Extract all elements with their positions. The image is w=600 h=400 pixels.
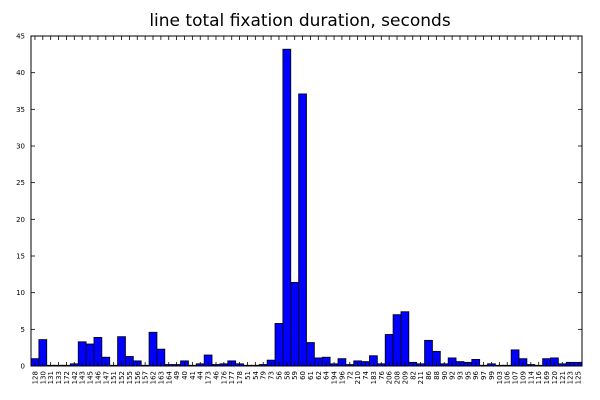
x-tick-label-178: 178 bbox=[236, 371, 244, 384]
x-tick-label-183: 183 bbox=[370, 371, 378, 384]
y-tick-label-45: 45 bbox=[16, 33, 25, 41]
x-tick-label-82: 82 bbox=[409, 371, 417, 380]
bar-146 bbox=[93, 336, 103, 367]
x-tick-label-46: 46 bbox=[212, 370, 220, 379]
x-tick-label-210: 210 bbox=[354, 371, 362, 384]
x-tick-label-72: 72 bbox=[346, 371, 354, 380]
y-tick-label-30: 30 bbox=[16, 143, 25, 151]
plot-frame bbox=[30, 35, 583, 367]
x-tick-label-123: 123 bbox=[567, 371, 575, 384]
x-tick-label-177: 177 bbox=[228, 371, 236, 384]
x-tick-label-41: 41 bbox=[189, 371, 197, 380]
x-tick-label-92: 92 bbox=[449, 371, 457, 380]
x-tick-label-103: 103 bbox=[496, 371, 504, 384]
x-tick-label-76: 76 bbox=[378, 370, 386, 379]
x-tick-label-164: 164 bbox=[165, 370, 173, 384]
x-tick-label-59: 59 bbox=[291, 371, 299, 380]
x-tick-label-151: 151 bbox=[110, 371, 118, 384]
x-tick-label-93: 93 bbox=[456, 371, 464, 380]
x-tick-label-40: 40 bbox=[181, 371, 189, 380]
x-tick-label-169: 169 bbox=[543, 371, 551, 384]
bar-209 bbox=[400, 311, 410, 367]
x-tick-label-206: 206 bbox=[386, 370, 394, 384]
bar-60 bbox=[298, 93, 307, 367]
x-tick-label-95: 95 bbox=[464, 371, 472, 380]
x-tick-label-60: 60 bbox=[299, 371, 307, 380]
x-tick-label-196: 196 bbox=[338, 370, 346, 384]
x-tick-label-145: 145 bbox=[87, 371, 95, 384]
x-tick-label-157: 157 bbox=[142, 371, 150, 384]
x-tick-label-73: 73 bbox=[268, 371, 276, 380]
x-tick-label-64: 64 bbox=[323, 370, 331, 379]
y-tick-label-15: 15 bbox=[16, 253, 25, 261]
x-tick-label-58: 58 bbox=[283, 371, 291, 380]
x-tick-label-51: 51 bbox=[244, 371, 252, 380]
y-tick-label-0: 0 bbox=[21, 363, 25, 371]
x-tick-label-49: 49 bbox=[173, 371, 181, 380]
x-tick-label-97: 97 bbox=[480, 371, 488, 380]
y-tick-label-35: 35 bbox=[16, 106, 25, 114]
y-tick-label-40: 40 bbox=[16, 69, 25, 77]
bar-58 bbox=[282, 48, 292, 367]
x-tick-label-88: 88 bbox=[433, 371, 441, 380]
x-tick-label-172: 172 bbox=[63, 371, 71, 384]
y-tick-label-20: 20 bbox=[16, 216, 25, 224]
x-tick-label-74: 74 bbox=[362, 370, 370, 379]
x-tick-label-176: 176 bbox=[220, 370, 228, 384]
axes-layer bbox=[30, 35, 583, 367]
x-tick-label-125: 125 bbox=[575, 371, 583, 384]
x-tick-label-128: 128 bbox=[31, 371, 39, 384]
x-tick-label-208: 208 bbox=[394, 371, 402, 384]
x-tick-label-211: 211 bbox=[417, 371, 425, 384]
chart-title: line total fixation duration, seconds bbox=[149, 11, 451, 31]
x-tick-label-143: 143 bbox=[79, 371, 87, 384]
bar-152 bbox=[117, 336, 126, 367]
bar-162 bbox=[148, 331, 158, 367]
x-tick-label-79: 79 bbox=[260, 371, 268, 380]
bar-56 bbox=[274, 323, 284, 367]
x-tick-label-90: 90 bbox=[441, 371, 449, 380]
x-tick-label-131: 131 bbox=[47, 371, 55, 384]
x-tick-label-86: 86 bbox=[425, 370, 433, 379]
x-tick-label-114: 114 bbox=[527, 370, 535, 384]
x-tick-label-142: 142 bbox=[71, 371, 79, 384]
x-tick-label-163: 163 bbox=[157, 371, 165, 384]
x-tick-label-133: 133 bbox=[55, 371, 63, 384]
x-tick-label-162: 162 bbox=[150, 371, 158, 384]
x-tick-label-99: 99 bbox=[488, 371, 496, 380]
x-tick-label-44: 44 bbox=[197, 370, 205, 379]
y-tick-label-25: 25 bbox=[16, 179, 25, 187]
bar-206 bbox=[384, 334, 394, 367]
x-tick-label-96: 96 bbox=[472, 370, 480, 379]
x-tick-label-56: 56 bbox=[275, 370, 283, 379]
x-tick-label-106: 106 bbox=[504, 370, 512, 384]
x-tick-label-209: 209 bbox=[401, 371, 409, 384]
x-tick-label-146: 146 bbox=[94, 370, 102, 384]
y-tick-label-5: 5 bbox=[21, 326, 25, 334]
x-tick-label-116: 116 bbox=[535, 370, 543, 384]
x-tick-label-61: 61 bbox=[307, 371, 315, 380]
x-tick-label-120: 120 bbox=[551, 371, 559, 384]
bar-59 bbox=[290, 281, 300, 367]
x-tick-label-107: 107 bbox=[512, 371, 520, 384]
x-tick-label-109: 109 bbox=[519, 371, 527, 384]
x-tick-label-147: 147 bbox=[102, 371, 110, 384]
x-tick-label-155: 155 bbox=[126, 371, 134, 384]
x-tick-label-54: 54 bbox=[252, 370, 260, 379]
bars-layer bbox=[30, 48, 583, 367]
y-tick-label-10: 10 bbox=[16, 289, 25, 297]
x-tick-label-121: 121 bbox=[559, 371, 567, 384]
x-tick-label-62: 62 bbox=[315, 371, 323, 380]
x-tick-label-156: 156 bbox=[134, 370, 142, 384]
x-tick-label-194: 194 bbox=[331, 370, 339, 384]
x-tick-label-173: 173 bbox=[205, 371, 213, 384]
x-tick-label-152: 152 bbox=[118, 371, 126, 384]
x-tick-label-130: 130 bbox=[39, 371, 47, 384]
bar-208 bbox=[392, 314, 402, 367]
